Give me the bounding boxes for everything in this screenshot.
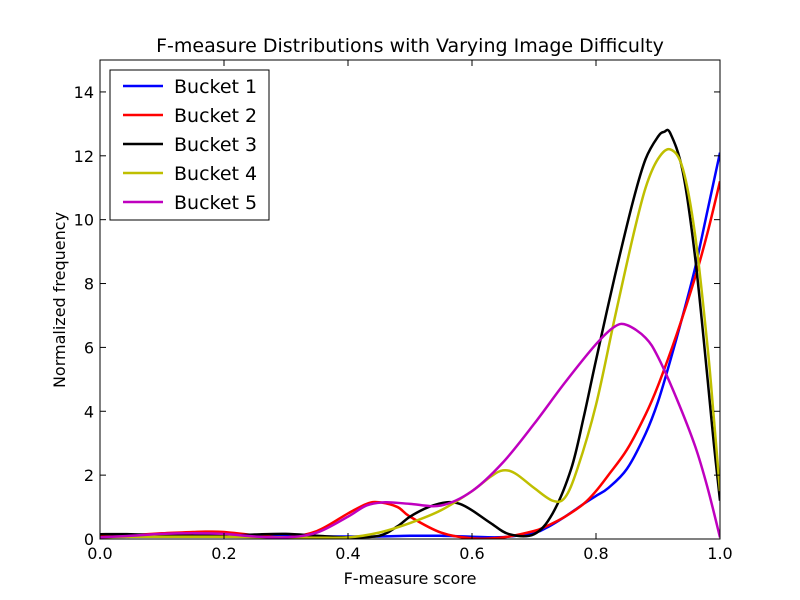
legend-label-3: Bucket 3 bbox=[174, 134, 257, 156]
x-tick-label: 0.2 bbox=[211, 544, 236, 563]
legend-label-1: Bucket 1 bbox=[174, 76, 257, 98]
x-tick-labels: 0.0 0.2 0.4 0.6 0.8 1.0 bbox=[87, 544, 732, 563]
y-tick-label: 2 bbox=[84, 466, 94, 485]
x-tick-label: 0.6 bbox=[459, 544, 484, 563]
axis-ticks bbox=[99, 60, 721, 540]
legend: Bucket 1 Bucket 2 Bucket 3 Bucket 4 Bucket 5 bbox=[109, 69, 270, 221]
x-tick-label: 1.0 bbox=[707, 544, 732, 563]
plot-frame bbox=[99, 59, 721, 540]
x-tick-label: 0.4 bbox=[335, 544, 360, 563]
x-axis-title: F-measure score bbox=[344, 569, 477, 588]
legend-label-2: Bucket 2 bbox=[174, 105, 257, 127]
legend-label-4: Bucket 4 bbox=[174, 163, 257, 185]
y-tick-label: 0 bbox=[84, 530, 94, 549]
series-line-2 bbox=[100, 181, 720, 539]
y-tick-labels: 0 2 4 6 8 10 12 14 bbox=[74, 83, 94, 549]
series-line-5 bbox=[100, 322, 720, 539]
y-tick-label: 10 bbox=[74, 211, 94, 230]
legend-label-5: Bucket 5 bbox=[174, 192, 257, 214]
y-tick-label: 14 bbox=[74, 83, 94, 102]
y-tick-label: 4 bbox=[84, 402, 94, 421]
y-tick-label: 12 bbox=[74, 147, 94, 166]
y-axis-title: Normalized frequency bbox=[50, 212, 69, 388]
x-tick-label: 0.8 bbox=[583, 544, 608, 563]
plot-lines bbox=[100, 128, 720, 539]
y-tick-label: 8 bbox=[84, 275, 94, 294]
y-tick-label: 6 bbox=[84, 338, 94, 357]
x-tick-label: 0.0 bbox=[87, 544, 112, 563]
series-line-3 bbox=[100, 128, 720, 539]
chart-title: F-measure Distributions with Varying Ima… bbox=[156, 35, 664, 57]
